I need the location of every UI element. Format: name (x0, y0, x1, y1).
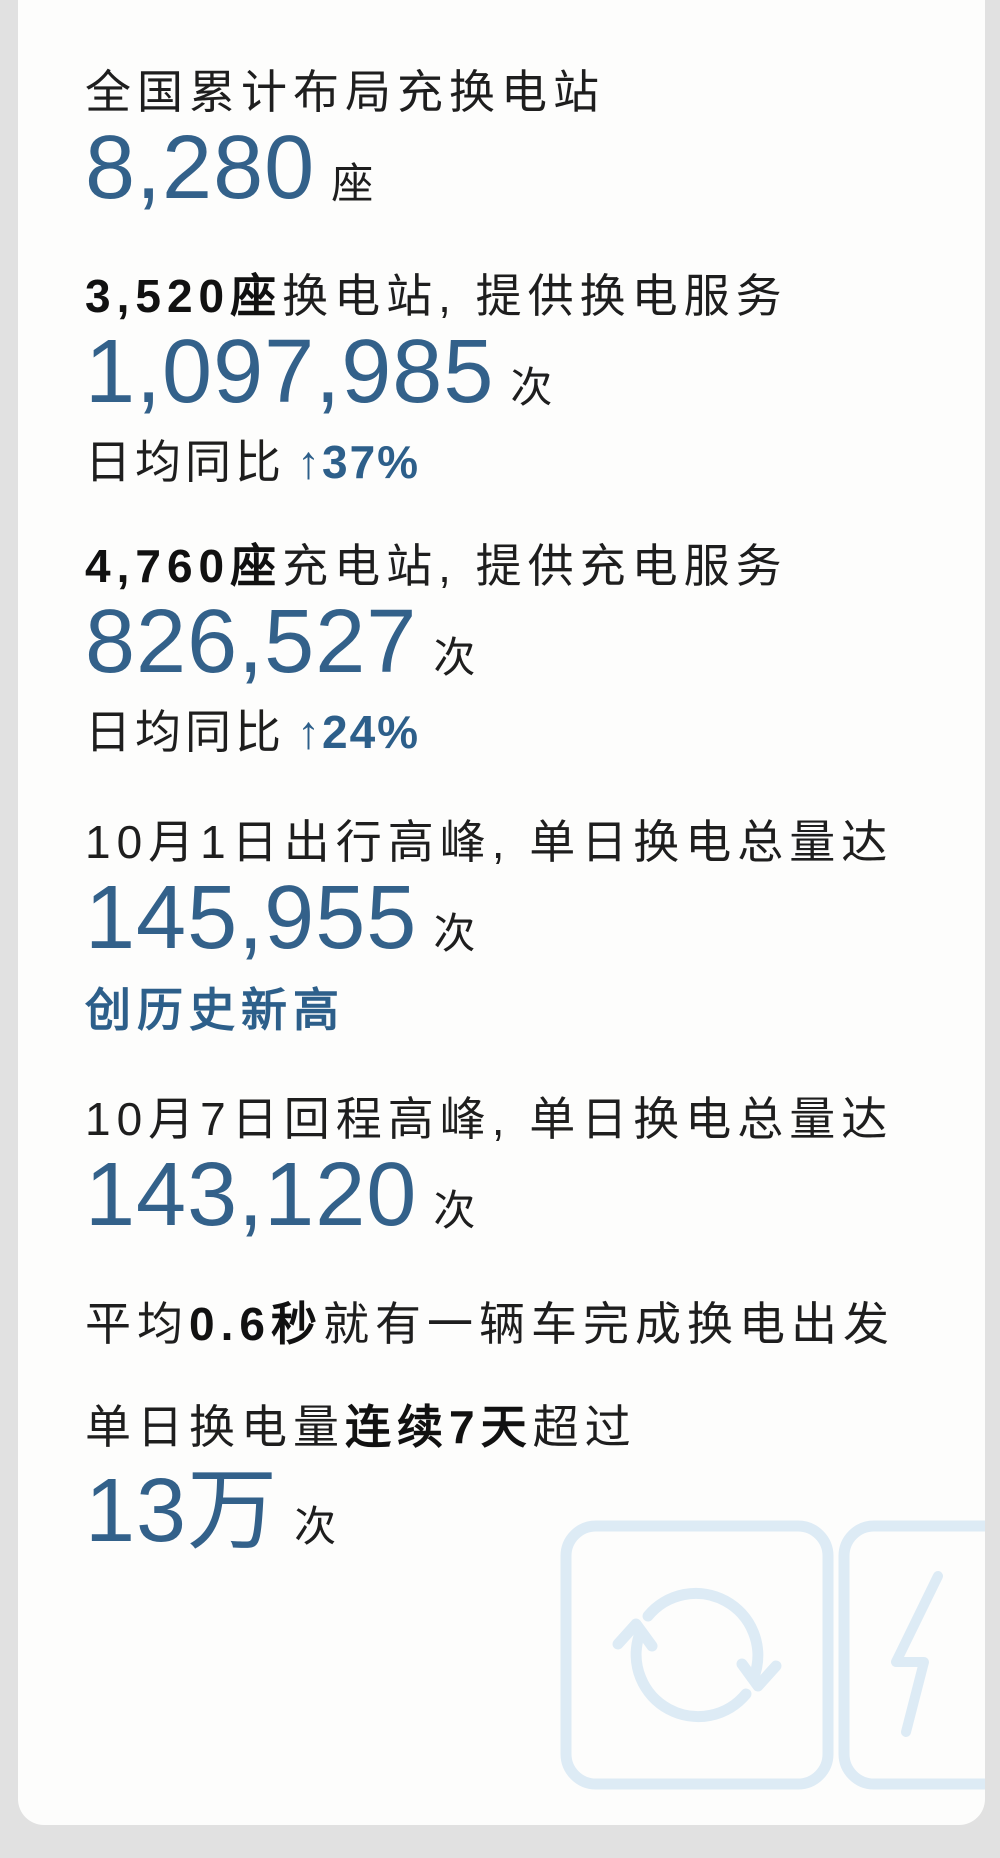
average-interval-text: 平均0.6秒就有一辆车完成换电出发 (85, 1300, 895, 1348)
stat-charge-service: 4,760座充电站, 提供充电服务 826,527 次 日均同比 ↑24% (85, 542, 788, 758)
oct1-peak-unit: 次 (433, 910, 478, 957)
stat-total-stations: 全国累计布局充换电站 8,280 座 (85, 68, 605, 218)
oct7-peak-value: 143,120 (85, 1145, 418, 1245)
swap-service-value: 1,097,985 (85, 322, 495, 422)
battery-swap-arrows-icon (560, 1520, 834, 1790)
charge-service-label: 4,760座充电站, 提供充电服务 (85, 542, 788, 590)
oct7-peak-value-row: 143,120 次 (85, 1145, 893, 1245)
charge-service-value-row: 826,527 次 (85, 592, 788, 692)
record-high-note: 创历史新高 (85, 984, 345, 1036)
charge-station-count: 4,760座 (85, 540, 283, 592)
swap-station-count: 3,520座 (85, 270, 283, 322)
total-stations-unit: 座 (331, 160, 376, 207)
swap-yoy-value: 37% (322, 436, 421, 488)
up-arrow-icon: ↑ (297, 706, 322, 758)
stat-swap-service: 3,520座换电站, 提供换电服务 1,097,985 次 日均同比 ↑37% (85, 272, 788, 488)
swap-service-label: 3,520座换电站, 提供换电服务 (85, 272, 788, 320)
total-stations-label: 全国累计布局充换电站 (85, 66, 605, 118)
swap-yoy-note: 日均同比 ↑37% (85, 436, 788, 488)
swap-service-unit: 次 (510, 364, 555, 411)
stat-average-interval: 平均0.6秒就有一辆车完成换电出发 (85, 1300, 895, 1348)
average-seconds: 0.6秒 (189, 1298, 323, 1350)
average-lead: 平均 (85, 1298, 189, 1350)
swap-yoy-label: 日均同比 (85, 436, 285, 488)
charge-yoy-value: 24% (322, 706, 421, 758)
oct7-peak-label: 10月7日回程高峰, 单日换电总量达 (85, 1093, 894, 1145)
streak-days: 连续7天 (345, 1401, 533, 1453)
oct1-peak-label: 10月1日出行高峰, 单日换电总量达 (85, 816, 894, 868)
swap-service-value-row: 1,097,985 次 (85, 322, 788, 422)
charge-yoy-note: 日均同比 ↑24% (85, 706, 788, 758)
charge-service-value: 826,527 (85, 592, 418, 692)
streak-rest: 超过 (532, 1401, 637, 1453)
total-stations-value-row: 8,280 座 (85, 118, 605, 218)
oct7-peak-unit: 次 (433, 1187, 478, 1234)
up-arrow-icon: ↑ (297, 436, 322, 488)
stats-card: 全国累计布局充换电站 8,280 座 3,520座换电站, 提供换电服务 1,0… (18, 0, 985, 1825)
charge-yoy-label: 日均同比 (85, 706, 285, 758)
charge-label-rest: 充电站, 提供充电服务 (282, 540, 788, 592)
stat-oct1-peak: 10月1日出行高峰, 单日换电总量达 145,955 次 创历史新高 (85, 818, 893, 1038)
battery-swap-watermark (560, 1520, 985, 1790)
streak-unit: 次 (294, 1503, 339, 1550)
average-rest: 就有一辆车完成换电出发 (322, 1298, 895, 1350)
streak-value: 13万 (85, 1461, 279, 1561)
streak-lead: 单日换电量 (85, 1401, 345, 1453)
charge-service-unit: 次 (433, 634, 478, 681)
stat-daily-streak: 单日换电量连续7天超过 13万 次 (85, 1403, 637, 1561)
total-stations-value: 8,280 (85, 118, 316, 218)
oct1-peak-value-row: 145,955 次 (85, 868, 893, 968)
streak-label: 单日换电量连续7天超过 (85, 1403, 637, 1451)
streak-value-row: 13万 次 (85, 1461, 637, 1561)
stat-oct7-peak: 10月7日回程高峰, 单日换电总量达 143,120 次 (85, 1095, 893, 1245)
oct1-peak-value: 145,955 (85, 868, 418, 968)
swap-label-rest: 换电站, 提供换电服务 (282, 270, 788, 322)
lightning-bolt-icon (838, 1520, 985, 1790)
